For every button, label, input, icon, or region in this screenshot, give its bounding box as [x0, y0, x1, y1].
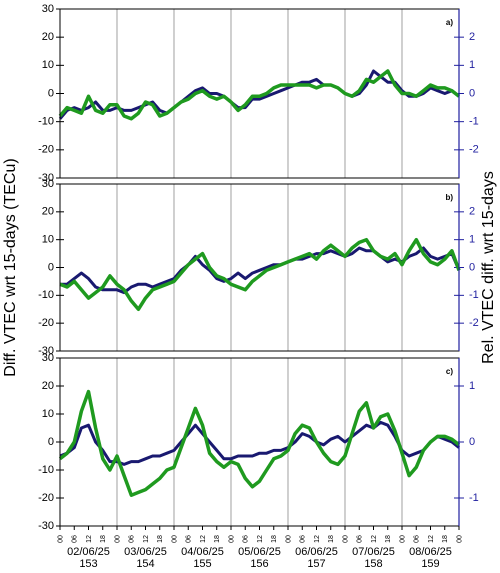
y2-tick-label: -2 [469, 144, 479, 156]
plot-frame [59, 183, 460, 352]
y-tick-label: 30 [42, 178, 54, 190]
y-tick-label: 0 [48, 261, 54, 273]
y2-tick-label: 2 [469, 206, 475, 218]
x-tick-label: 18 [385, 535, 392, 543]
x-tick-label: 00 [456, 535, 463, 543]
x-tick-label: 00 [342, 535, 349, 543]
doy-label: 156 [250, 558, 268, 568]
x-tick-label: 00 [171, 535, 178, 543]
x-tick-label: 06 [414, 535, 421, 543]
y2-tick-label: -2 [469, 317, 479, 329]
x-tick-label: 12 [257, 535, 264, 543]
x-tick-label: 06 [72, 535, 79, 543]
x-tick-label: 06 [300, 535, 307, 543]
plot-frame [59, 8, 460, 179]
series-line [58, 69, 461, 121]
y-axis-label: Diff. VTEC wrt 15-days (TECu) [2, 158, 19, 376]
y-tick-label: -20 [38, 144, 54, 156]
x-tick-label: 06 [357, 535, 364, 543]
y-tick-label: -10 [38, 116, 54, 128]
x-tick-label: 12 [200, 535, 207, 543]
series-line [59, 420, 460, 466]
y-tick-label: 10 [42, 408, 54, 420]
doy-label: 155 [193, 558, 211, 568]
x-tick-label: 06 [243, 535, 250, 543]
date-label: 08/06/25 [409, 546, 452, 558]
x-tick-label: 18 [442, 535, 449, 543]
y2-tick-label: 0 [469, 436, 475, 448]
series-line [58, 389, 461, 497]
doy-label: 154 [136, 558, 154, 568]
x-tick-label: 12 [371, 535, 378, 543]
y-tick-label: -30 [38, 520, 54, 532]
y2-tick-label: -1 [469, 116, 479, 128]
x-tick-label: 12 [428, 535, 435, 543]
y2-tick-label: 1 [469, 59, 475, 71]
x-tick-label: 00 [114, 535, 121, 543]
panel-label: b) [445, 193, 453, 202]
doy-label: 159 [421, 558, 439, 568]
y-tick-label: -20 [38, 317, 54, 329]
doy-label: 157 [307, 558, 325, 568]
y2-tick-label: 0 [469, 261, 475, 273]
y2-tick-label: -1 [469, 492, 479, 504]
y-tick-label: 20 [42, 206, 54, 218]
date-label: 04/06/25 [181, 546, 224, 558]
x-tick-label: 12 [143, 535, 150, 543]
doy-label: 158 [364, 558, 382, 568]
x-tick-label: 06 [129, 535, 136, 543]
y-tick-label: 0 [48, 436, 54, 448]
y-tick-label: 20 [42, 31, 54, 43]
y-tick-label: 30 [42, 352, 54, 364]
date-label: 07/06/25 [352, 546, 395, 558]
y2-tick-label: 1 [469, 380, 475, 392]
x-tick-label: 18 [328, 535, 335, 543]
x-tick-label: 18 [271, 535, 278, 543]
x-tick-label: 18 [157, 535, 164, 543]
y-tick-label: 30 [42, 3, 54, 15]
x-tick-label: 12 [86, 535, 93, 543]
y2-tick-label: 0 [469, 87, 475, 99]
date-label: 02/06/25 [67, 546, 110, 558]
y2-tick-label: -1 [469, 289, 479, 301]
date-label: 03/06/25 [124, 546, 167, 558]
x-tick-label: 06 [186, 535, 193, 543]
y2-axis-label: Rel. VTEC diff. wrt 15-days [480, 171, 497, 364]
y-tick-label: -10 [38, 464, 54, 476]
panel-label: a) [446, 18, 453, 27]
x-tick-label: 00 [399, 535, 406, 543]
y-tick-label: -30 [38, 345, 54, 357]
x-tick-label: 00 [228, 535, 235, 543]
series-line [59, 237, 461, 312]
x-tick-label: 18 [100, 535, 107, 543]
y2-tick-label: 1 [469, 234, 475, 246]
y-tick-label: -30 [38, 172, 54, 184]
x-tick-label: 00 [285, 535, 292, 543]
y-tick-label: -10 [38, 289, 54, 301]
y-tick-label: -20 [38, 492, 54, 504]
panel-label: c) [446, 367, 453, 376]
y-tick-label: 10 [42, 59, 54, 71]
y-tick-label: 0 [48, 87, 54, 99]
doy-label: 153 [79, 558, 97, 568]
x-tick-label: 12 [314, 535, 321, 543]
y2-tick-label: 2 [469, 31, 475, 43]
x-tick-label: 18 [214, 535, 221, 543]
date-label: 05/06/25 [238, 546, 281, 558]
y-tick-label: 10 [42, 234, 54, 246]
date-label: 06/06/25 [295, 546, 338, 558]
x-tick-label: 00 [57, 535, 64, 543]
y-tick-label: 20 [42, 380, 54, 392]
